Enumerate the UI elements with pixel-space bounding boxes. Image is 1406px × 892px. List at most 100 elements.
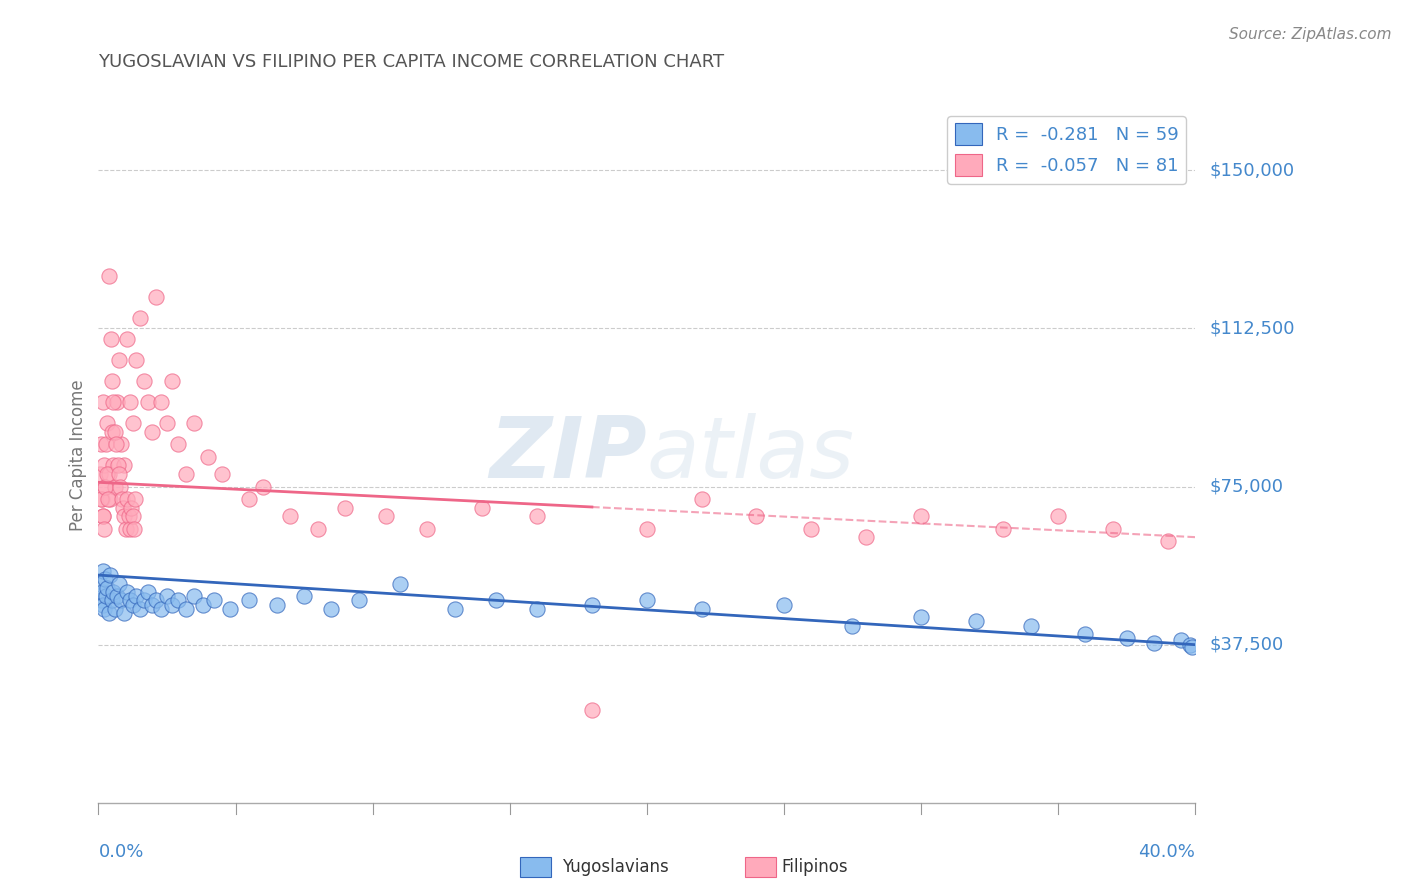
Point — [105, 395, 128, 409]
Point — [93, 458, 115, 473]
Point — [183, 417, 205, 431]
Point — [96, 417, 118, 431]
Point — [307, 522, 329, 536]
Point — [98, 568, 121, 582]
Point — [174, 602, 197, 616]
Point — [112, 500, 135, 515]
Point — [965, 615, 987, 629]
Point — [1181, 640, 1204, 654]
Point — [167, 593, 190, 607]
Point — [108, 576, 131, 591]
Point — [1115, 632, 1137, 646]
Point — [114, 509, 136, 524]
Point — [93, 602, 115, 616]
Point — [197, 450, 219, 464]
Point — [321, 602, 343, 616]
Point — [156, 417, 179, 431]
Point — [745, 509, 768, 524]
Point — [145, 593, 167, 607]
Point — [150, 395, 173, 409]
Point — [416, 522, 439, 536]
Point — [121, 417, 143, 431]
Point — [91, 509, 114, 524]
Y-axis label: Per Capita Income: Per Capita Income — [69, 379, 87, 531]
Point — [90, 437, 112, 451]
Point — [375, 509, 398, 524]
Point — [89, 576, 111, 591]
Point — [141, 425, 163, 439]
Point — [581, 703, 603, 717]
Point — [90, 492, 112, 507]
Point — [100, 593, 122, 607]
Point — [112, 606, 135, 620]
Point — [98, 492, 121, 507]
Point — [292, 589, 315, 603]
Point — [636, 522, 658, 536]
Point — [103, 458, 125, 473]
Point — [526, 509, 548, 524]
Point — [100, 425, 122, 439]
Point — [191, 598, 214, 612]
Point — [101, 374, 124, 388]
Point — [388, 576, 412, 591]
Point — [94, 572, 117, 586]
Point — [122, 522, 145, 536]
Point — [335, 500, 357, 515]
Point — [103, 585, 125, 599]
Point — [118, 395, 141, 409]
Point — [800, 522, 823, 536]
Point — [89, 467, 111, 481]
Point — [485, 593, 508, 607]
Point — [145, 290, 167, 304]
Point — [129, 602, 152, 616]
Point — [118, 593, 141, 607]
Point — [202, 593, 225, 607]
Point — [238, 593, 260, 607]
Point — [183, 589, 205, 603]
Point — [105, 589, 128, 603]
Point — [112, 458, 135, 473]
Point — [690, 602, 713, 616]
Point — [118, 522, 141, 536]
Point — [121, 509, 143, 524]
Point — [97, 467, 120, 481]
Point — [167, 437, 190, 451]
Point — [105, 437, 128, 451]
Point — [115, 332, 138, 346]
Point — [471, 500, 494, 515]
Text: ZIP: ZIP — [489, 413, 647, 497]
Text: atlas: atlas — [647, 413, 855, 497]
Point — [1170, 633, 1192, 648]
Text: YUGOSLAVIAN VS FILIPINO PER CAPITA INCOME CORRELATION CHART: YUGOSLAVIAN VS FILIPINO PER CAPITA INCOM… — [98, 54, 724, 71]
Point — [94, 479, 117, 493]
Point — [90, 492, 112, 507]
Text: $75,000: $75,000 — [1209, 477, 1284, 496]
Point — [174, 467, 197, 481]
Point — [1019, 618, 1042, 632]
Point — [1102, 522, 1125, 536]
Text: Filipinos: Filipinos — [782, 858, 848, 876]
Point — [910, 610, 932, 624]
Text: $37,500: $37,500 — [1209, 636, 1284, 654]
Point — [993, 522, 1015, 536]
Point — [347, 593, 370, 607]
Point — [96, 581, 118, 595]
Point — [98, 268, 121, 283]
Point — [211, 467, 233, 481]
Point — [162, 374, 184, 388]
Point — [120, 500, 142, 515]
Point — [129, 310, 152, 325]
Point — [104, 425, 127, 439]
Point — [444, 602, 467, 616]
Point — [104, 479, 127, 493]
Point — [1178, 638, 1201, 652]
Point — [690, 492, 713, 507]
Point — [108, 353, 131, 368]
Point — [1074, 627, 1097, 641]
Point — [526, 602, 548, 616]
Point — [141, 598, 163, 612]
Point — [252, 479, 274, 493]
Point — [125, 353, 148, 368]
Point — [111, 492, 134, 507]
Point — [108, 467, 131, 481]
